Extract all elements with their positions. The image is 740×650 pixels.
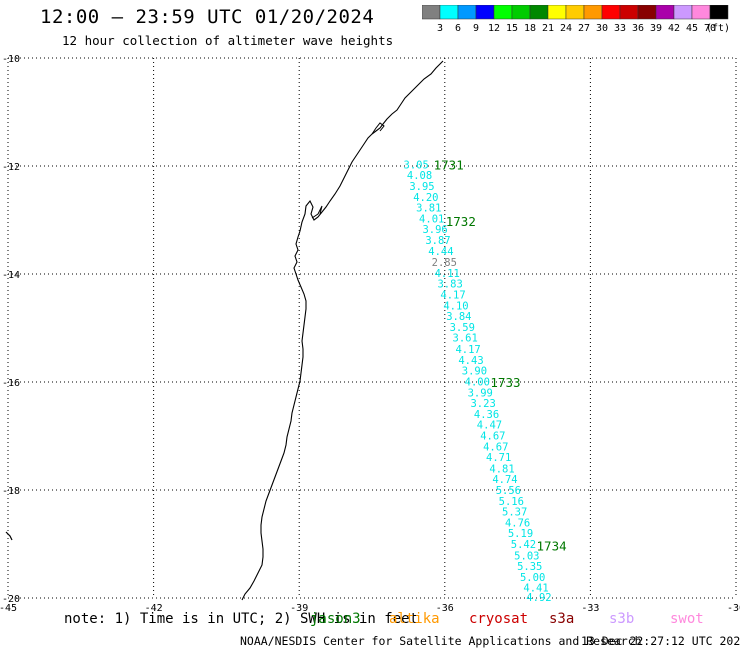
wave-height-reading: 5.00 <box>520 572 545 584</box>
map-title: 12:00 – 23:59 UTC 01/20/2024 <box>40 6 375 28</box>
colorbar-label: 6 <box>455 23 461 34</box>
colorbar-label: 42 <box>668 23 680 34</box>
wave-height-reading: 4.10 <box>443 300 468 312</box>
wave-height-reading: 3.59 <box>450 322 475 334</box>
colorbar-label: 45 <box>686 23 698 34</box>
wave-height-reading: 3.81 <box>416 203 441 215</box>
colorbar-label: 15 <box>506 23 518 34</box>
pass-time-label: 1731 <box>434 157 464 172</box>
colorbar-label: 33 <box>614 23 626 34</box>
coastline-fragment <box>5 531 13 541</box>
colorbar-label: 70 <box>704 23 716 34</box>
wave-height-reading: 4.17 <box>440 290 465 302</box>
wave-height-reading: 4.41 <box>523 583 548 595</box>
wave-height-reading: 5.56 <box>496 485 521 497</box>
lon-tick-label: -30 <box>727 603 740 612</box>
wave-height-reading: 4.44 <box>428 246 453 258</box>
wave-height-reading: 3.95 <box>409 181 434 193</box>
lon-tick-label: -39 <box>290 603 308 612</box>
wave-height-reading: 4.71 <box>486 452 511 464</box>
wave-height-reading: 3.87 <box>425 235 450 247</box>
wave-height-reading: 4.74 <box>492 474 517 486</box>
colorbar-label: 18 <box>524 23 536 34</box>
wave-height-reading: 5.37 <box>502 507 527 519</box>
footer-timestamp: 13 Dec 22:27:12 UTC 2024 <box>581 634 740 648</box>
wave-height-reading: 4.01 <box>419 213 444 225</box>
colorbar-label: 27 <box>578 23 590 34</box>
wave-height-reading: 5.19 <box>508 528 533 540</box>
lat-tick-label: -20 <box>2 594 20 605</box>
pass-time-label: 1734 <box>537 539 567 554</box>
lon-tick-label: -33 <box>581 603 599 612</box>
wave-height-reading: 3.84 <box>446 311 471 323</box>
colorbar-unit: (ft) <box>706 23 730 34</box>
colorbar-label: 30 <box>596 23 608 34</box>
colorbar-swatch <box>709 5 729 20</box>
lat-tick-label: -18 <box>2 486 20 497</box>
colorbar-label: 39 <box>650 23 662 34</box>
colorbar-label: 3 <box>437 23 443 34</box>
wave-height-reading: 5.16 <box>499 496 524 508</box>
wave-height-reading: 4.92 <box>526 592 551 604</box>
altimeter-map: -45 -42 -39 -36 -33 -30 -10 -12 -14 -16 -18 -20 3.05… <box>0 54 740 612</box>
wave-height-reading: 4.43 <box>458 355 483 367</box>
satellite-legend-item: jason3 <box>310 611 361 627</box>
wave-height-reading: 4.17 <box>455 344 480 356</box>
wave-height-reading: 4.08 <box>407 170 432 182</box>
colorbar-label: 12 <box>488 23 500 34</box>
wave-height-reading: 3.61 <box>453 333 478 345</box>
pass-time-label: 1733 <box>490 375 520 390</box>
wave-height-reading: 3.99 <box>468 387 493 399</box>
lat-tick-label: -16 <box>2 378 20 389</box>
colorbar-label: 36 <box>632 23 644 34</box>
lat-tick-label: -10 <box>2 54 20 65</box>
lon-tick-label: -42 <box>145 603 163 612</box>
lat-tick-label: -14 <box>2 270 20 281</box>
wave-height-colorbar: 3 6 9 12 15 18 21 24 27 30 33 36 39 42 45 70(ft) <box>422 5 730 34</box>
colorbar-label: 9 <box>473 23 479 34</box>
lon-tick-label: -36 <box>436 603 454 612</box>
wave-height-reading: 4.36 <box>474 409 499 421</box>
wave-height-reading: 2.85 <box>432 257 457 269</box>
wave-height-reading: 4.76 <box>505 517 530 529</box>
satellite-legend-item: cryosat <box>469 611 529 627</box>
wave-height-reading: 4.67 <box>483 441 508 453</box>
coastline <box>241 60 444 601</box>
wave-height-reading: 3.05 <box>404 159 429 171</box>
coastline-detail <box>311 205 323 219</box>
lon-tick-label: -45 <box>0 603 17 612</box>
satellite-legend-item: s3a <box>549 611 575 627</box>
footer-credit: NOAA/NESDIS Center for Satellite Applica… <box>240 634 642 648</box>
wave-height-reading: 4.20 <box>413 192 438 204</box>
wave-height-reading: 4.11 <box>435 268 460 280</box>
wave-height-reading: 3.90 <box>462 366 487 378</box>
wave-height-reading: 4.47 <box>477 420 502 432</box>
satellite-legend-item: s3b <box>609 611 635 627</box>
wave-height-reading: 5.35 <box>517 561 542 573</box>
wave-height-reading: 4.81 <box>489 463 514 475</box>
colorbar-label: 24 <box>560 23 572 34</box>
wave-height-reading: 3.96 <box>422 224 447 236</box>
wave-height-reading: 5.03 <box>514 550 539 562</box>
wave-height-reading: 3.83 <box>437 279 462 291</box>
units-note: note: 1) Time is in UTC; 2) SWH is in fe… <box>64 611 419 627</box>
map-subtitle: 12 hour collection of altimeter wave hei… <box>62 33 394 48</box>
lat-tick-label: -12 <box>2 162 20 173</box>
colorbar-label: 21 <box>542 23 554 34</box>
wave-height-reading: 4.67 <box>480 430 505 442</box>
satellite-legend-item: swot <box>670 611 704 627</box>
wave-height-reading: 4.00 <box>465 376 490 388</box>
coastline-detail <box>371 122 385 135</box>
wave-height-reading: 3.23 <box>470 398 495 410</box>
pass-time-label: 1732 <box>446 214 476 229</box>
wave-height-reading: 5.42 <box>511 539 536 551</box>
satellite-legend-item: altika <box>389 611 440 627</box>
